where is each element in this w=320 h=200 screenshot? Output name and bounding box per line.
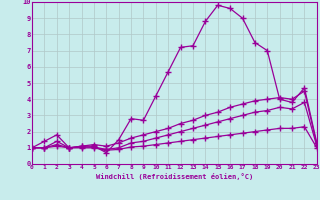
X-axis label: Windchill (Refroidissement éolien,°C): Windchill (Refroidissement éolien,°C) [96, 173, 253, 180]
